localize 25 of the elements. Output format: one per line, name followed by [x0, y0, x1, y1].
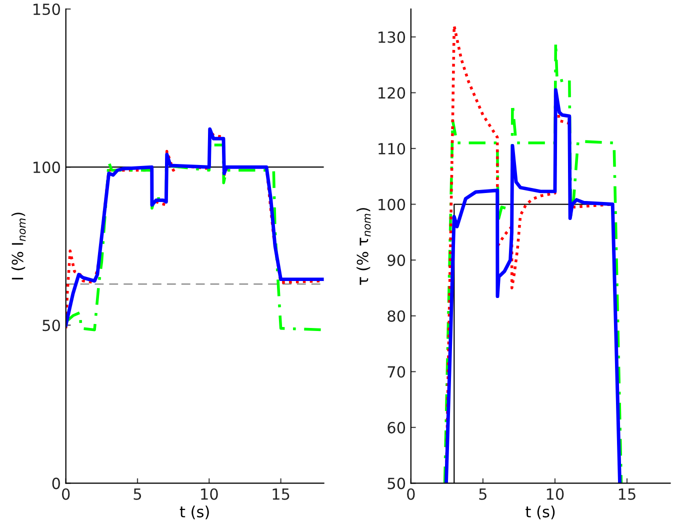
y-tick-label: 130	[378, 31, 406, 43]
x-tick-label: 5	[134, 488, 142, 500]
y-tick-label: 50	[388, 478, 406, 490]
y-tick-label: 150	[34, 3, 60, 16]
y-tick-label: 90	[388, 254, 406, 266]
y-tick-label: 0	[52, 478, 60, 490]
y-tick-label: 100	[34, 162, 60, 174]
x-axis-title: t (s)	[180, 506, 209, 520]
y-tick-label: 50	[42, 320, 60, 332]
x-tick-label: 10	[546, 488, 564, 500]
y-tick-label: 80	[388, 310, 406, 322]
y-tick-label: 70	[388, 366, 406, 378]
y-tick-label: 110	[378, 142, 406, 155]
y-axis-title: I (% I$_{nom}$)	[11, 212, 26, 280]
x-tick-label: 0	[407, 488, 415, 500]
x-tick-label: 15	[272, 488, 290, 500]
x-tick-label: 0	[62, 488, 70, 500]
y-tick-label: 120	[378, 87, 406, 99]
x-tick-label: 10	[201, 488, 218, 500]
x-tick-label: 5	[479, 488, 486, 500]
y-axis-title: τ (% τ$_{nom}$)	[356, 208, 371, 285]
x-axis-title: t (s)	[526, 506, 555, 520]
y-tick-label: 60	[388, 422, 406, 434]
x-tick-label: 15	[618, 488, 636, 500]
y-tick-label: 100	[378, 198, 406, 210]
